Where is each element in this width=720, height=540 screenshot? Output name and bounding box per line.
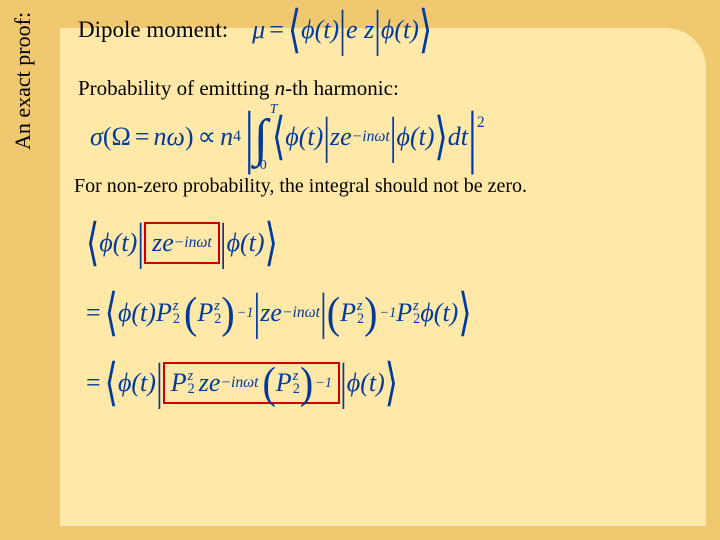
phi-t: ϕ(t) (118, 298, 156, 328)
eq: = (135, 122, 150, 152)
red-box-2: Pz2 ze−inωt ( Pz2 )−1 (163, 362, 340, 404)
mu-symbol: μ (252, 15, 265, 45)
P: P (340, 298, 356, 328)
content-area: Dipole moment: μ = ⟨ ϕ(t) | e z | ϕ(t) ⟩… (78, 10, 696, 520)
derivation-block: ⟨ ϕ(t) | ze−inωt | ϕ(t) ⟩ = ⟨ ϕ(t) Pz2 (… (86, 216, 696, 410)
langle: ⟨ (86, 213, 99, 273)
deriv-row-1: ⟨ ϕ(t) | ze−inωt | ϕ(t) ⟩ (86, 216, 696, 270)
propto: ∝ (198, 122, 217, 152)
eq: = (86, 298, 101, 328)
note-text: For non-zero probability, the integral s… (74, 175, 696, 198)
P: P (156, 298, 172, 328)
P: P (171, 368, 187, 398)
exp-neg: −inωt (352, 128, 390, 146)
Psub: 2 (173, 313, 180, 326)
rangle: ⟩ (385, 353, 398, 413)
ze: ze (152, 228, 174, 258)
sq: 2 (477, 114, 485, 132)
exp-neg: −inωt (282, 304, 320, 322)
ze: ze (260, 298, 282, 328)
P: P (396, 298, 412, 328)
bar: | (156, 355, 163, 412)
int-bot: 0 (260, 158, 267, 174)
n4-exp: 4 (233, 128, 241, 146)
Omega: Ω (112, 122, 131, 152)
bar: | (340, 355, 347, 412)
exp-neg: −inωt (174, 234, 212, 252)
dipole-label: Dipole moment: (78, 17, 228, 43)
dipole-formula: μ = ⟨ ϕ(t) | e z | ϕ(t) ⟩ (252, 10, 432, 50)
probability-label: Probability of emitting n-th harmonic: (78, 76, 696, 101)
langle: ⟨ (272, 107, 285, 167)
Psub: 2 (293, 383, 300, 396)
rangle: ⟩ (435, 107, 448, 167)
inv: −1 (237, 305, 254, 322)
sidebar-title: An exact proof: (10, 12, 36, 150)
phi-t: ϕ(t) (118, 368, 156, 398)
phi-t: ϕ(t) (227, 228, 265, 258)
bar: | (253, 285, 260, 342)
n-italic: n (275, 76, 286, 100)
rangle: ⟩ (265, 213, 278, 273)
bar: | (339, 2, 346, 59)
langle: ⟨ (288, 0, 301, 60)
bar: | (323, 109, 330, 166)
langle: ⟨ (105, 353, 118, 413)
P: P (276, 368, 292, 398)
deriv-row-2: = ⟨ ϕ(t) Pz2 ( Pz2 )−1 | ze−inωt | ( Pz2… (86, 286, 696, 340)
phi-t: ϕ(t) (397, 122, 435, 152)
bar: | (320, 285, 327, 342)
ze: ze (199, 368, 221, 398)
prob-post: -th harmonic: (285, 76, 399, 100)
deriv-row-3: = ⟨ ϕ(t) | Pz2 ze−inωt ( Pz2 )−1 | ϕ(t) … (86, 356, 696, 410)
n: n (154, 122, 167, 152)
dipole-row: Dipole moment: μ = ⟨ ϕ(t) | e z | ϕ(t) ⟩ (78, 10, 696, 50)
dt: dt (448, 122, 468, 152)
phi-t: ϕ(t) (301, 15, 339, 45)
rparen: ) (185, 122, 194, 152)
bar: | (220, 215, 227, 272)
Psub: 2 (413, 313, 420, 326)
phi-t: ϕ(t) (381, 15, 419, 45)
eq: = (86, 368, 101, 398)
phi-t: ϕ(t) (285, 122, 323, 152)
inv: −1 (379, 305, 396, 322)
ez: e z (346, 15, 374, 45)
inv: −1 (315, 375, 332, 392)
sigma-symbol: σ (90, 122, 103, 152)
lparen: ( (103, 122, 112, 152)
Psub: 2 (214, 313, 221, 326)
bar: | (390, 109, 397, 166)
n4-n: n (220, 122, 233, 152)
ze: ze (330, 122, 352, 152)
red-box-1: ze−inωt (144, 222, 220, 264)
exp-neg: −inωt (220, 374, 258, 392)
omega: ω (167, 122, 185, 152)
integral: T ∫ 0 (254, 122, 268, 152)
Psub: 2 (357, 313, 364, 326)
P: P (197, 298, 213, 328)
Psub: 2 (188, 383, 195, 396)
equals: = (269, 15, 284, 45)
phi-t: ϕ(t) (347, 368, 385, 398)
int-symbol: ∫ (254, 126, 268, 152)
bar: | (374, 2, 381, 59)
phi-t: ϕ(t) (420, 298, 458, 328)
phi-t: ϕ(t) (99, 228, 137, 258)
rangle: ⟩ (458, 283, 471, 343)
sigma-formula: σ ( Ω = n ω ) ∝ n4 | T ∫ 0 ⟨ ϕ(t) | ze−i… (90, 117, 696, 157)
rangle: ⟩ (419, 0, 432, 60)
bar: | (137, 215, 144, 272)
langle: ⟨ (105, 283, 118, 343)
